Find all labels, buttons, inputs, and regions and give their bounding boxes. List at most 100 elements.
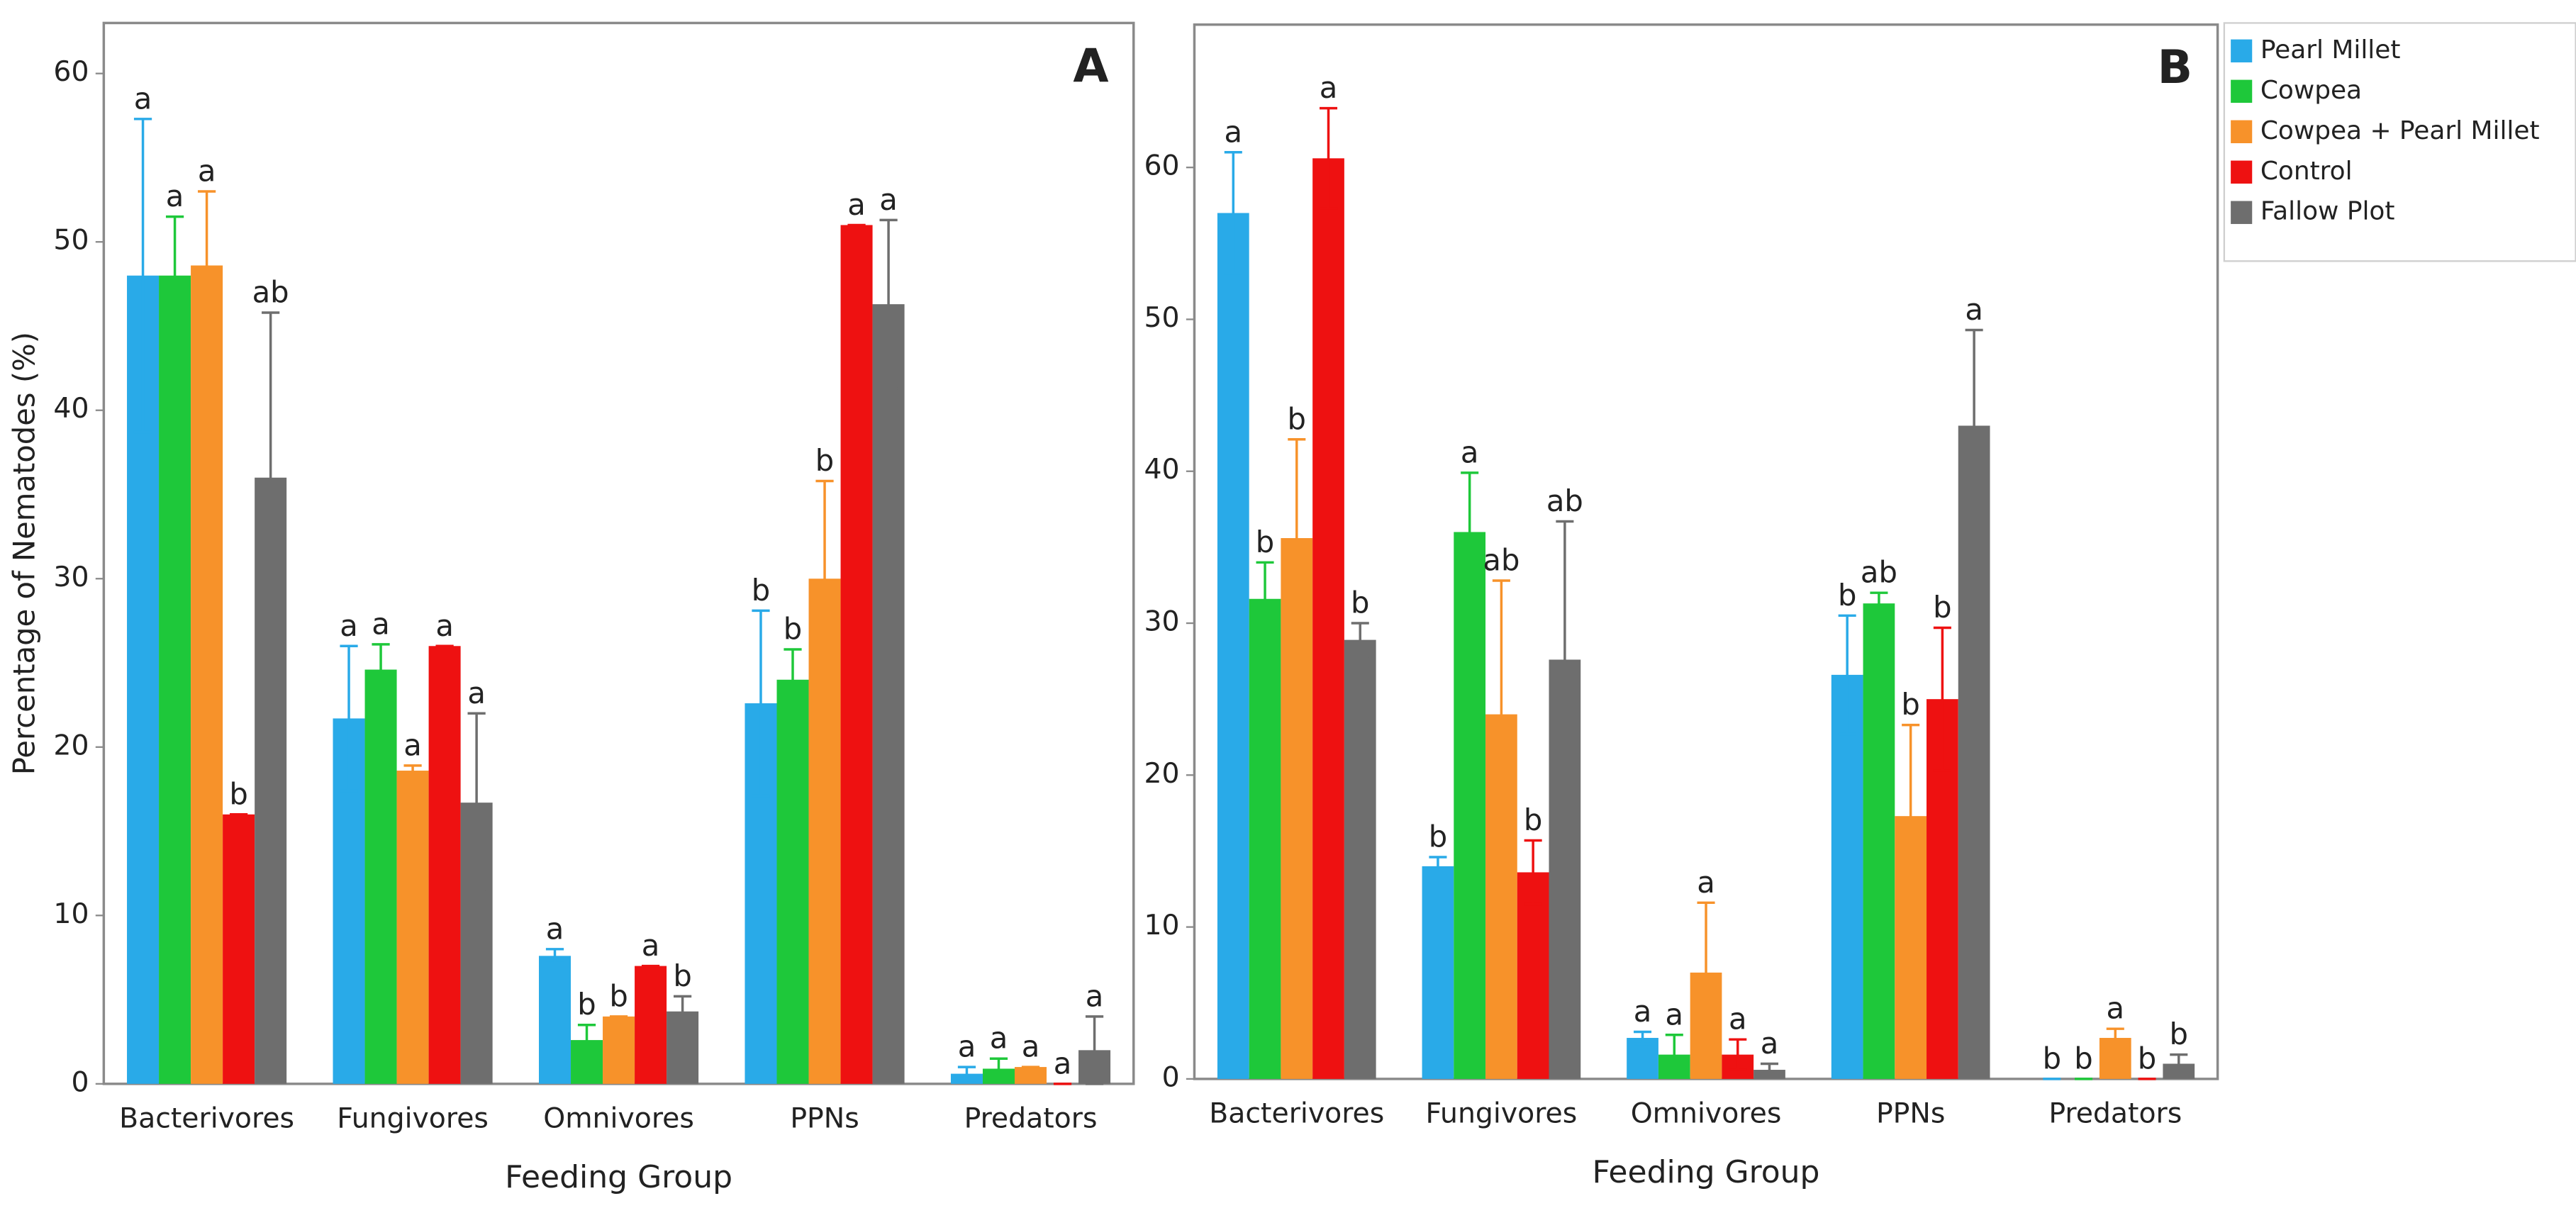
significance-letter: b	[1429, 820, 1447, 854]
x-tick-label: Bacterivores	[1209, 1097, 1384, 1129]
x-axis-label: Feeding Group	[1593, 1154, 1820, 1190]
bar	[191, 265, 223, 1084]
significance-letter: a	[435, 608, 454, 643]
legend-swatch	[2231, 79, 2253, 104]
x-tick-label: PPNs	[790, 1102, 859, 1134]
error-bar	[467, 712, 486, 893]
legend-swatch	[2231, 201, 2253, 224]
bar	[1958, 425, 1990, 1079]
error-bar	[577, 1023, 596, 1057]
significance-letter: b	[1838, 578, 1856, 613]
y-tick-label: 40	[53, 392, 89, 425]
error-bar	[2170, 1053, 2188, 1075]
significance-letter: a	[1697, 865, 1715, 900]
x-tick-label: Predators	[964, 1102, 1098, 1134]
bar	[396, 771, 429, 1084]
significance-letter: b	[2170, 1017, 2188, 1051]
bar	[603, 1016, 635, 1084]
error-bar	[752, 609, 770, 798]
significance-letter: b	[1256, 525, 1274, 559]
y-tick-label: 30	[1144, 605, 1180, 638]
error-bar	[165, 215, 184, 336]
x-tick-label: Omnivores	[1631, 1097, 1782, 1129]
x-tick-label: Bacterivores	[119, 1102, 294, 1134]
significance-letter: a	[467, 676, 486, 710]
y-tick-label: 60	[1144, 150, 1180, 182]
bar	[1344, 639, 1376, 1079]
error-bar	[957, 1066, 976, 1082]
significance-letter: a	[546, 911, 564, 946]
significance-letter: a	[372, 606, 390, 641]
error-bar	[1665, 1034, 1683, 1076]
significance-letter: a	[1225, 114, 1243, 149]
significance-letter: b	[2138, 1041, 2156, 1075]
panel-label: A	[1073, 40, 1108, 93]
bar	[776, 679, 809, 1084]
bar	[538, 956, 571, 1084]
significance-letter: a	[642, 928, 660, 963]
bar	[1249, 598, 1281, 1079]
error-bar	[2106, 1027, 2124, 1049]
significance-letter: ab	[1483, 543, 1520, 578]
significance-letter: a	[879, 182, 898, 217]
error-bar	[1319, 106, 1338, 210]
error-bar	[784, 648, 802, 712]
error-bar	[989, 1057, 1008, 1080]
bar	[1517, 872, 1549, 1079]
significance-letter: a	[1320, 70, 1338, 105]
bar	[1454, 532, 1486, 1079]
x-tick-label: Omnivores	[543, 1102, 694, 1134]
x-tick-label: Fungivores	[1426, 1097, 1578, 1129]
error-bar	[1634, 1030, 1652, 1046]
y-tick-label: 50	[1144, 301, 1180, 334]
error-bar	[879, 218, 898, 390]
bar	[1863, 603, 1895, 1079]
panel-label: B	[2158, 41, 2192, 94]
significance-letter: a	[1054, 1046, 1072, 1080]
legend-swatch	[2231, 39, 2253, 63]
error-bar	[1461, 471, 1479, 593]
error-bar	[372, 643, 390, 696]
error-bar	[1902, 723, 1920, 909]
error-bar	[262, 311, 280, 644]
significance-letter: a	[1634, 994, 1652, 1029]
significance-letter: a	[1022, 1029, 1040, 1064]
error-bar	[1729, 1038, 1747, 1071]
y-tick-label: 0	[1162, 1061, 1180, 1093]
significance-letter: b	[815, 443, 834, 478]
error-bar	[1085, 1015, 1104, 1085]
legend-label: Fallow Plot	[2260, 197, 2395, 226]
significance-letter: a	[2107, 991, 2125, 1026]
legend-swatch	[2231, 120, 2253, 143]
error-bar	[1288, 438, 1306, 639]
legend-label: Control	[2260, 157, 2353, 186]
significance-letter: b	[673, 958, 691, 993]
bar	[159, 275, 191, 1084]
x-tick-label: Predators	[2048, 1097, 2182, 1129]
significance-letter: a	[1666, 997, 1684, 1031]
bar	[428, 646, 461, 1084]
x-tick-label: Fungivores	[337, 1102, 489, 1134]
significance-letter: b	[2043, 1041, 2061, 1075]
significance-letter: a	[1965, 292, 1983, 327]
significance-letter: b	[752, 573, 770, 608]
y-tick-label: 50	[53, 224, 89, 257]
bar	[1015, 1067, 1047, 1084]
bar	[872, 304, 905, 1084]
significance-letter: b	[1288, 401, 1306, 436]
error-bar	[1351, 622, 1369, 658]
legend-swatch	[2231, 160, 2253, 184]
y-tick-label: 0	[71, 1066, 89, 1098]
significance-letter: a	[1086, 978, 1104, 1013]
significance-letter: b	[1901, 687, 1919, 722]
error-bar	[403, 764, 422, 777]
significance-letter: b	[229, 776, 247, 811]
significance-letter: b	[1524, 803, 1542, 837]
bar	[635, 966, 667, 1084]
significance-letter: b	[577, 987, 596, 1022]
error-bar	[674, 995, 692, 1028]
error-bar	[1492, 579, 1510, 849]
y-axis-label: Percentage of Nematodes (%)	[6, 332, 41, 775]
significance-letter: a	[1729, 1002, 1747, 1036]
significance-letter: a	[847, 187, 866, 222]
